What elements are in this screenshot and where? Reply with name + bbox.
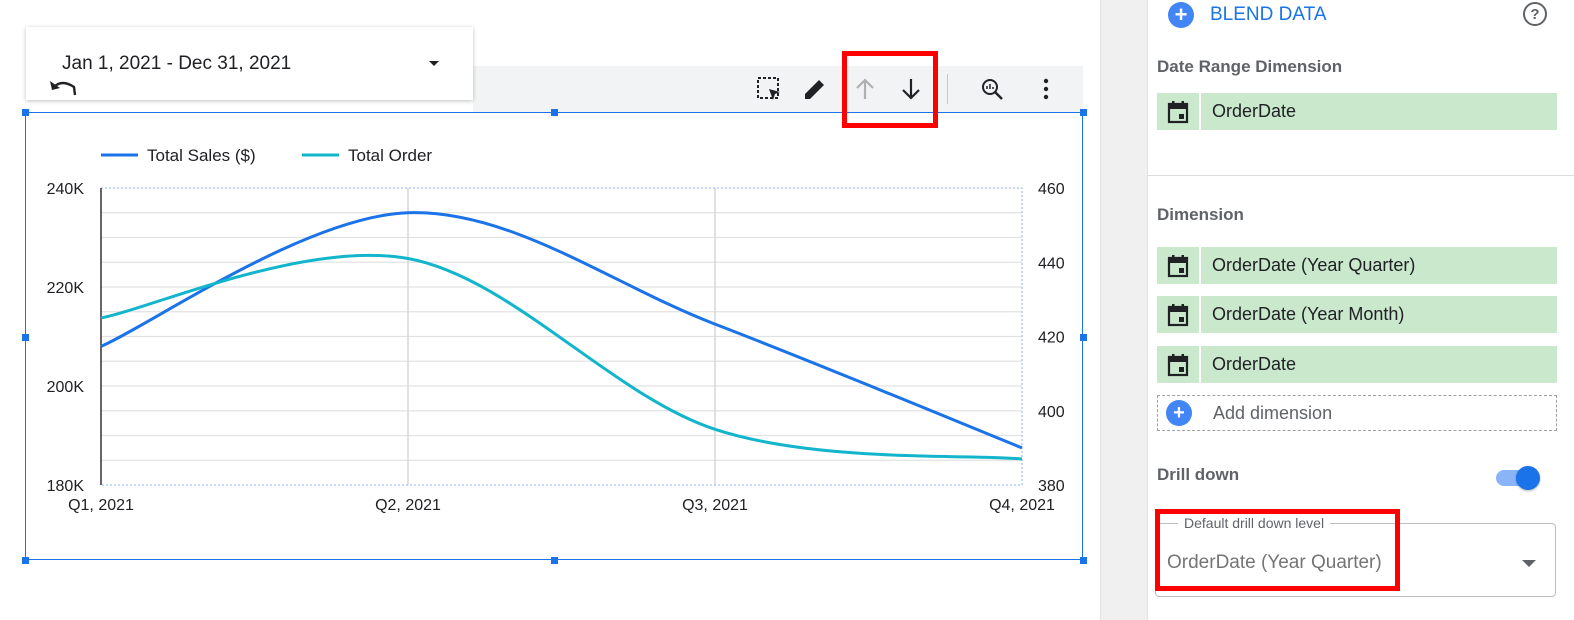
series-line: [100, 211, 1023, 450]
explore-icon[interactable]: [979, 76, 1005, 102]
y-left-tick-label: 180K: [47, 478, 85, 495]
date-range-dimension-title: Date Range Dimension: [1157, 57, 1343, 76]
properties-panel: + BLEND DATA ? Date Range Dimension Orde…: [1148, 0, 1574, 620]
legend-label: Total Sales ($): [147, 146, 256, 165]
series-line: [100, 253, 1023, 461]
y-left-tick-label: 220K: [47, 280, 85, 297]
more-icon[interactable]: [1033, 76, 1059, 102]
x-tick-label: Q1, 2021: [68, 497, 134, 514]
add-dimension-button[interactable]: + Add dimension: [1157, 395, 1557, 431]
blend-data-button[interactable]: + BLEND DATA: [1168, 1, 1327, 29]
resize-handle[interactable]: [22, 109, 29, 116]
resize-handle[interactable]: [1080, 334, 1087, 341]
chart-toolbar: [473, 66, 1083, 112]
default-drill-down-select[interactable]: Default drill down level OrderDate (Year…: [1155, 515, 1556, 597]
x-tick-label: Q3, 2021: [682, 497, 748, 514]
chip-label: OrderDate (Year Month): [1212, 304, 1405, 324]
select-icon[interactable]: [756, 76, 782, 102]
chevron-down-icon[interactable]: [1522, 560, 1536, 567]
report-canvas: Jan 1, 2021 - Dec 31, 2021: [22, 27, 1087, 564]
calendar-icon: [1157, 247, 1201, 284]
line-chart: 240K 220K 200K 180K 460 440 420 400 380 Q1, 2021 Q…: [47, 146, 1065, 514]
drill-down-title: Drill down: [1157, 465, 1240, 484]
date-range-control[interactable]: Jan 1, 2021 - Dec 31, 2021: [26, 27, 473, 100]
chip-label: OrderDate: [1212, 354, 1297, 374]
x-tick-label: Q2, 2021: [375, 497, 441, 514]
y-right-tick-label: 400: [1038, 404, 1065, 421]
plus-icon: +: [1166, 400, 1192, 426]
y-right-tick-label: 380: [1038, 478, 1065, 495]
resize-handle[interactable]: [22, 557, 29, 564]
dimension-title: Dimension: [1157, 205, 1244, 224]
x-tick-label: Q4, 2021: [989, 497, 1055, 514]
calendar-icon: [1157, 93, 1201, 130]
blend-data-label: BLEND DATA: [1210, 4, 1327, 25]
resize-handle[interactable]: [551, 557, 558, 564]
resize-handle[interactable]: [1080, 557, 1087, 564]
chip-label: OrderDate (Year Quarter): [1212, 255, 1416, 275]
undo-icon[interactable]: [48, 77, 78, 99]
panel-divider: [1148, 175, 1574, 176]
y-left-tick-label: 240K: [47, 181, 85, 198]
calendar-icon: [1157, 346, 1201, 383]
y-right-tick-label: 460: [1038, 181, 1065, 198]
plus-icon: +: [1168, 2, 1194, 28]
edit-icon[interactable]: [802, 76, 828, 102]
date-range-dimension-chip[interactable]: OrderDate: [1157, 93, 1557, 130]
dimension-chip[interactable]: OrderDate: [1157, 346, 1557, 383]
y-right-tick-label: 420: [1038, 330, 1065, 347]
date-range-dropdown-icon[interactable]: [429, 61, 439, 66]
panel-scrollbar[interactable]: [1100, 0, 1148, 620]
chip-label: OrderDate: [1212, 101, 1297, 121]
drill-down-icon[interactable]: [898, 76, 924, 102]
drill-up-icon[interactable]: [852, 76, 878, 102]
y-left-tick-label: 200K: [47, 379, 85, 396]
add-dimension-label: Add dimension: [1213, 402, 1333, 423]
y-right-tick-label: 440: [1038, 255, 1065, 272]
resize-handle[interactable]: [1080, 109, 1087, 116]
resize-handle[interactable]: [22, 334, 29, 341]
plot-area-outline: [100, 187, 1023, 486]
dimension-chip[interactable]: OrderDate (Year Quarter): [1157, 247, 1557, 284]
legend-label: Total Order: [348, 146, 432, 165]
help-icon[interactable]: ?: [1523, 2, 1547, 26]
default-drill-down-value: OrderDate (Year Quarter): [1167, 552, 1382, 573]
toggle-knob: [1516, 466, 1540, 490]
toolbar-divider: [947, 74, 948, 104]
dimension-chip[interactable]: OrderDate (Year Month): [1157, 296, 1557, 333]
calendar-icon: [1157, 296, 1201, 333]
default-drill-down-label: Default drill down level: [1178, 515, 1331, 531]
date-range-text: Jan 1, 2021 - Dec 31, 2021: [62, 53, 292, 74]
drill-down-toggle[interactable]: [1496, 466, 1540, 490]
resize-handle[interactable]: [551, 109, 558, 116]
